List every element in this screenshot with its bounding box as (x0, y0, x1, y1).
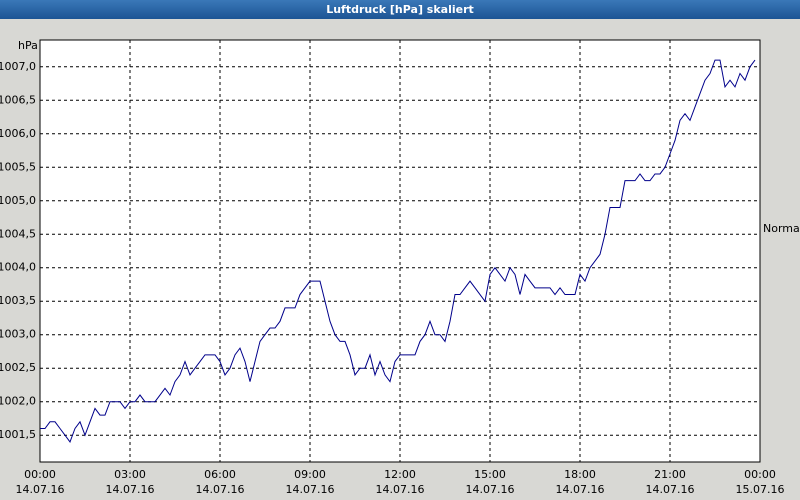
y-tick-label: 1006,5 (0, 93, 36, 106)
y-tick-label: 1002,5 (0, 361, 36, 374)
data-line (40, 59, 756, 443)
y-tick-label: 1007,0 (0, 60, 36, 73)
chart-title: Luftdruck [hPa] skaliert (326, 3, 474, 16)
x-tick-label: 09:00 (294, 468, 326, 481)
x-tick-date: 14.07.16 (646, 483, 695, 496)
x-tick-label: 00:00 (24, 468, 56, 481)
y-tick-label: 1004,0 (0, 261, 36, 274)
x-tick-date: 15.07.16 (736, 483, 785, 496)
x-tick-date: 14.07.16 (106, 483, 155, 496)
x-tick-date: 14.07.16 (16, 483, 65, 496)
x-tick-date: 14.07.16 (286, 483, 335, 496)
x-tick-label: 18:00 (564, 468, 596, 481)
y-tick-label: 1005,5 (0, 160, 36, 173)
x-tick-label: 06:00 (204, 468, 236, 481)
y-tick-label: 1006,0 (0, 127, 36, 140)
y-tick-label: 1005,0 (0, 194, 36, 207)
x-tick-label: 21:00 (654, 468, 686, 481)
x-tick-date: 14.07.16 (556, 483, 605, 496)
x-tick-label: 03:00 (114, 468, 146, 481)
x-tick-date: 14.07.16 (376, 483, 425, 496)
y-tick-label: 1003,5 (0, 294, 36, 307)
y-tick-label: 1003,0 (0, 328, 36, 341)
y-tick-label: 1004,5 (0, 227, 36, 240)
annotation: Normal (763, 222, 800, 235)
title-bar (0, 0, 800, 19)
x-tick-date: 14.07.16 (196, 483, 245, 496)
y-tick-label: 1001,5 (0, 428, 36, 441)
y-axis-label: hPa (18, 39, 38, 52)
x-tick-date: 14.07.16 (466, 483, 515, 496)
x-tick-label: 00:00 (744, 468, 776, 481)
x-tick-label: 12:00 (384, 468, 416, 481)
y-tick-label: 1002,0 (0, 395, 36, 408)
x-tick-label: 15:00 (474, 468, 506, 481)
